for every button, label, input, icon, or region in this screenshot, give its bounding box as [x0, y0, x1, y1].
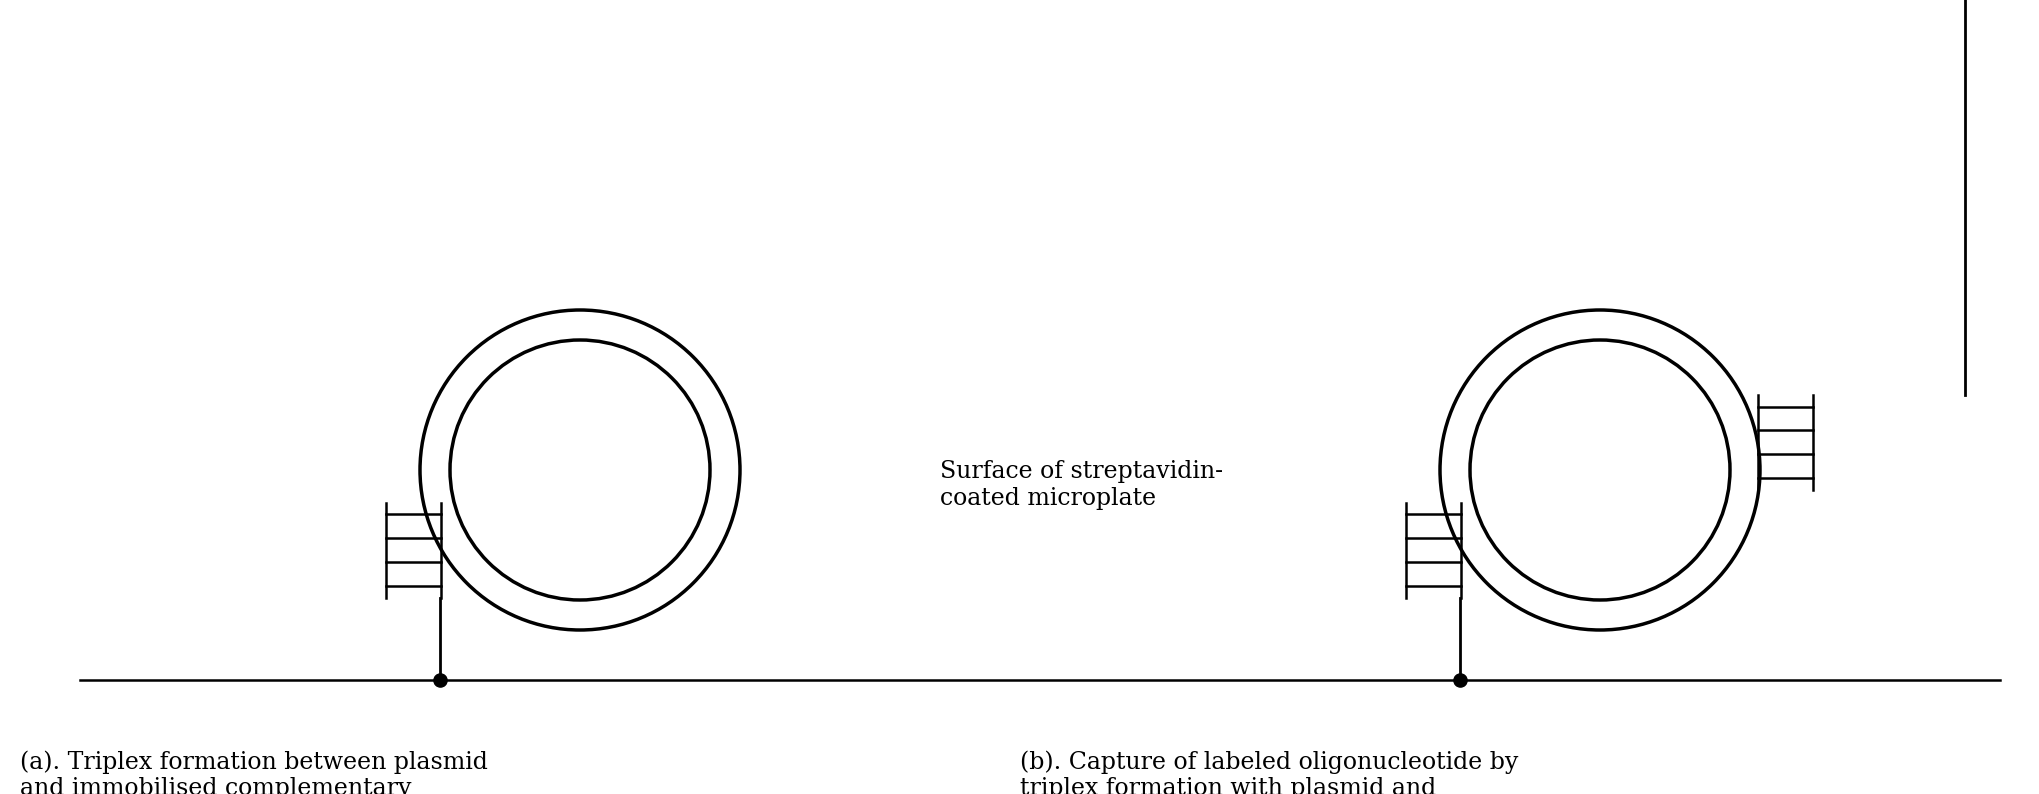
Point: [424, 673, 457, 686]
Point: [1444, 673, 1476, 686]
Text: (a). Triplex formation between plasmid
and immobilised complementary
oligonucleo: (a). Triplex formation between plasmid a…: [20, 750, 487, 794]
Text: Surface of streptavidin-
coated microplate: Surface of streptavidin- coated micropla…: [940, 460, 1223, 510]
Text: (b). Capture of labeled oligonucleotide by
triplex formation with plasmid and
im: (b). Capture of labeled oligonucleotide …: [1020, 750, 1517, 794]
